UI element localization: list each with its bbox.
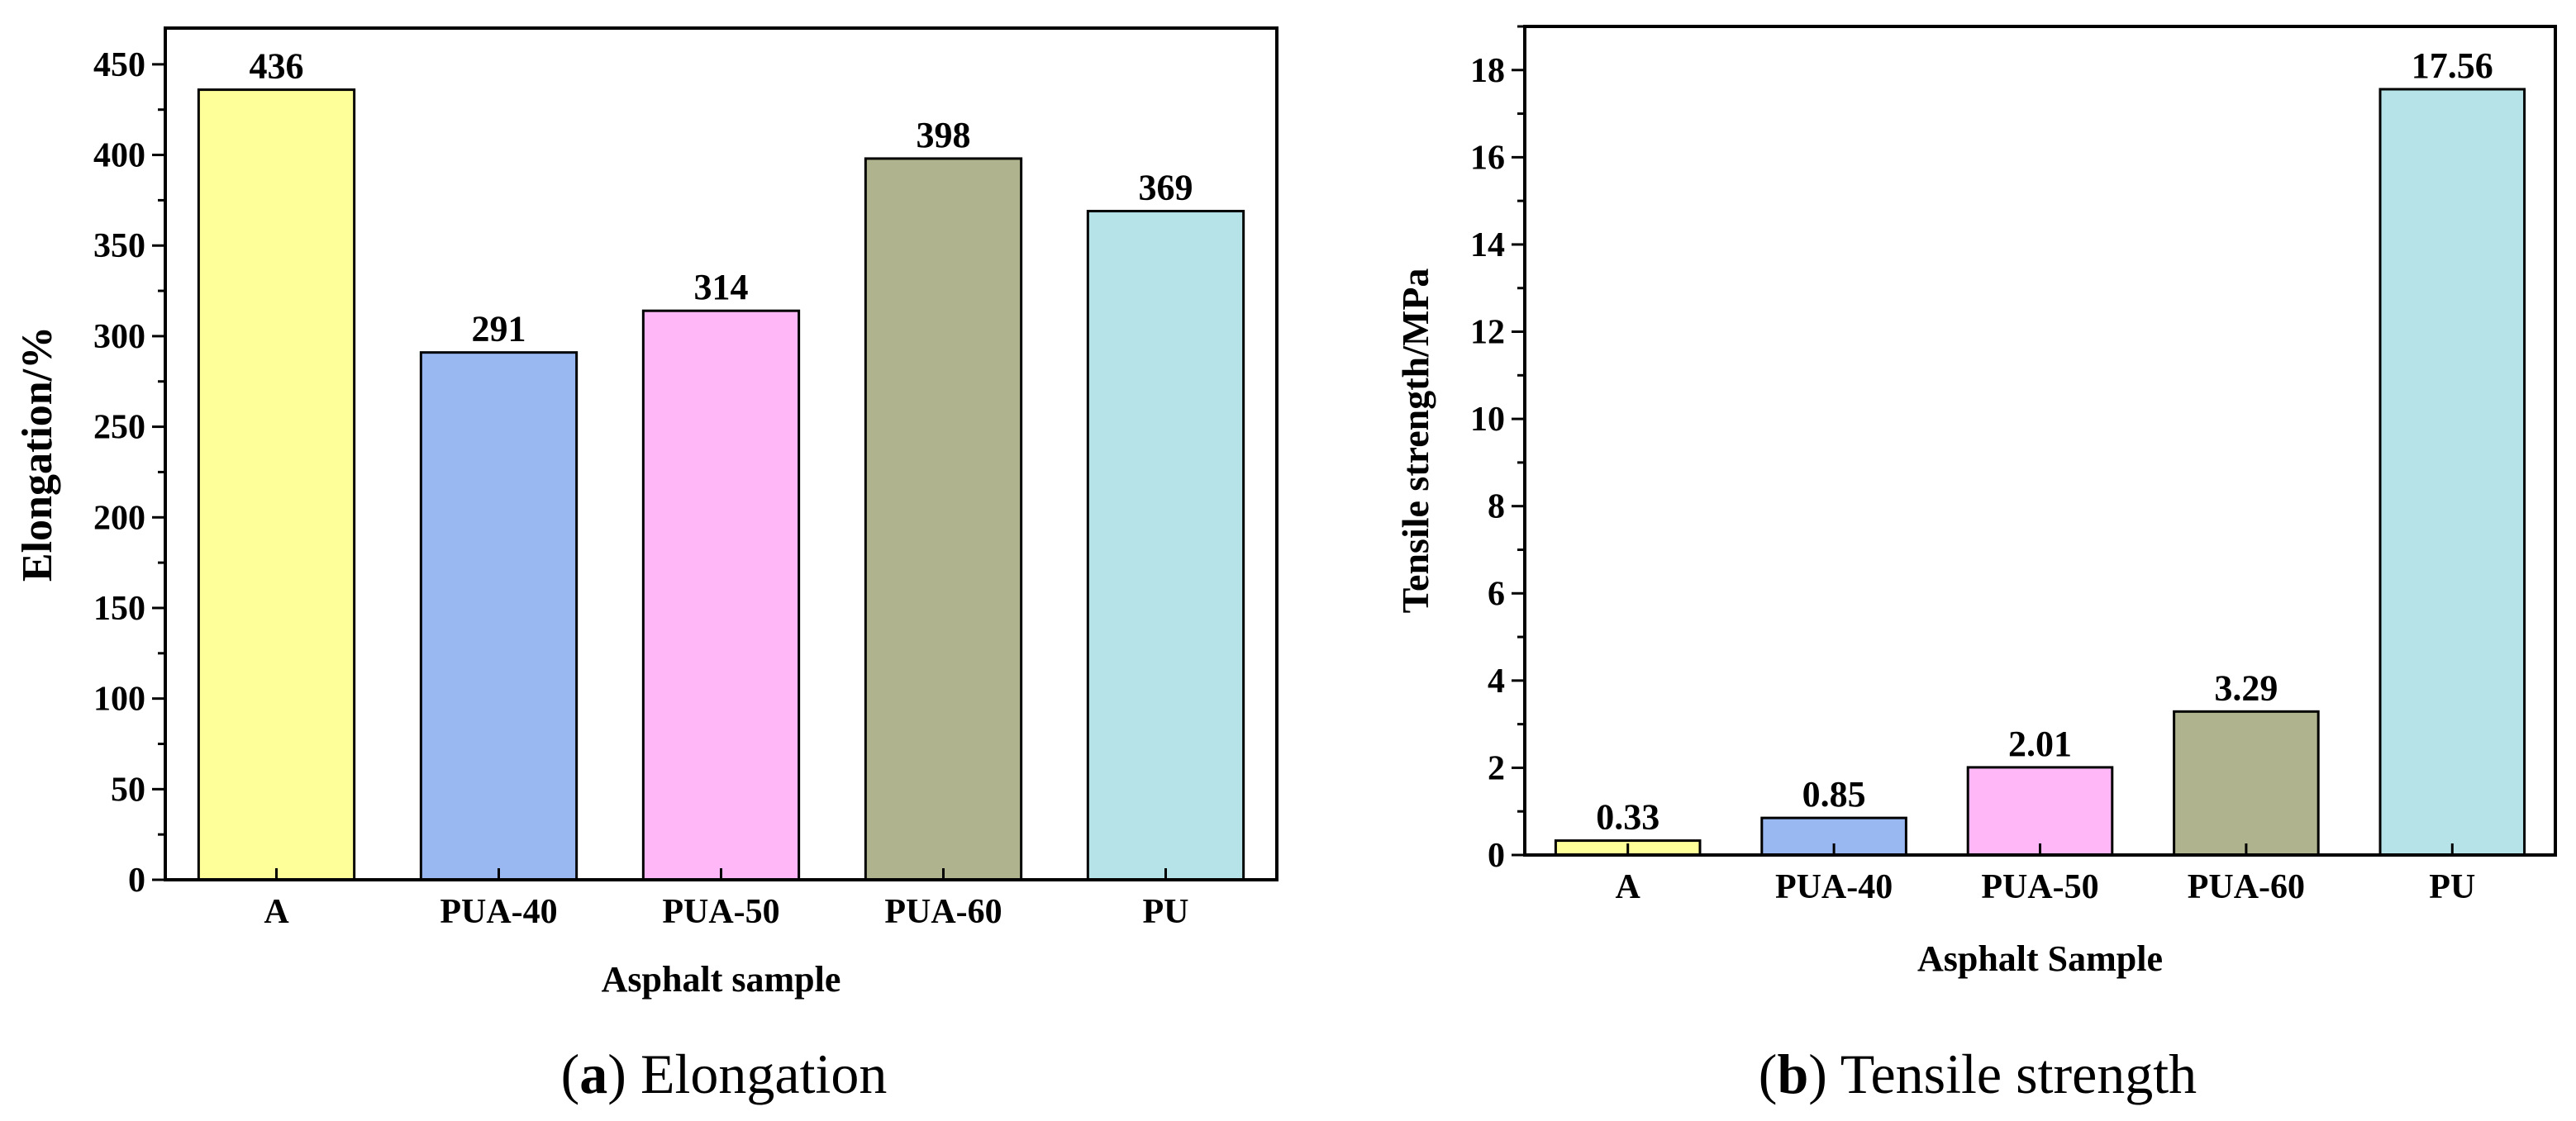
chart-b-x-tick-label: PUA-50 bbox=[1981, 868, 2098, 906]
chart-b-y-tick-label: 4 bbox=[1488, 663, 1505, 701]
chart-a-x-tick-label: A bbox=[264, 893, 289, 931]
chart-a-value-label: 436 bbox=[250, 46, 304, 87]
chart-b-x-tick-label: PU bbox=[2429, 868, 2475, 906]
chart-a-elongation: 436 A 291 PUA-40 314 PUA-50 398 PUA-60 369 PU 0 50 1… bbox=[14, 26, 1278, 1000]
chart-a-y-tick-label: 200 bbox=[93, 499, 145, 537]
chart-b-x-axis-label: Asphalt Sample bbox=[1917, 938, 2163, 979]
chart-b-value-label: 0.33 bbox=[1596, 797, 1659, 838]
chart-a-y-tick-label: 450 bbox=[93, 46, 145, 84]
chart-b-value-label: 0.85 bbox=[1802, 774, 1866, 815]
chart-b-tensile-strength: 0.33 A 0.85 PUA-40 2.01 PUA-50 3.29 PUA-60 17.56… bbox=[1394, 25, 2557, 979]
chart-b-y-tick-label: 8 bbox=[1488, 488, 1505, 526]
chart-a-y-tick-label: 100 bbox=[93, 681, 145, 719]
chart-b-y-tick-label: 2 bbox=[1488, 749, 1505, 787]
chart-a-bar-a bbox=[197, 88, 356, 881]
chart-a-y-axis-label: Elongation/% bbox=[14, 326, 61, 582]
chart-a-y-tick-label: 400 bbox=[93, 137, 145, 175]
chart-b-y-tick-label: 6 bbox=[1488, 575, 1505, 613]
chart-a-bar-pua-50 bbox=[641, 309, 801, 881]
chart-b-y-axis-label: Tensile strength/MPa bbox=[1394, 268, 1436, 614]
chart-a-y-tick-label: 350 bbox=[93, 227, 145, 265]
chart-a-y-tick-label: 250 bbox=[93, 409, 145, 447]
caption-b-title: Tensile strength bbox=[1840, 1043, 2197, 1105]
chart-a-value-label: 291 bbox=[472, 309, 526, 349]
caption-a-title: Elongation bbox=[640, 1043, 887, 1105]
chart-b-y-tick-label: 16 bbox=[1470, 139, 1505, 177]
chart-a-x-tick-label: PUA-60 bbox=[884, 893, 1002, 931]
chart-a-bar-pua-40 bbox=[419, 351, 579, 881]
chart-a-x-tick-label: PUA-50 bbox=[662, 893, 779, 931]
chart-a-bar-pua-60 bbox=[864, 157, 1023, 881]
chart-b-value-label: 17.56 bbox=[2412, 45, 2493, 86]
chart-b-y-tick-label: 0 bbox=[1488, 837, 1505, 875]
chart-b-x-tick-label: PUA-60 bbox=[2188, 868, 2305, 906]
caption-b-letter: b bbox=[1777, 1043, 1808, 1105]
chart-b-bar-pua-50 bbox=[1966, 766, 2114, 857]
chart-b-y-tick-label: 12 bbox=[1470, 314, 1505, 352]
chart-b-x-tick-label: PUA-40 bbox=[1775, 868, 1893, 906]
caption-a: (a) Elongation bbox=[561, 1043, 888, 1105]
chart-a-plot-frame bbox=[164, 26, 1278, 881]
chart-a-value-label: 369 bbox=[1139, 168, 1193, 208]
chart-b-y-tick-label: 10 bbox=[1470, 401, 1505, 439]
chart-a-y-tick-label: 50 bbox=[111, 771, 145, 809]
chart-a-y-tick-label: 0 bbox=[128, 862, 145, 900]
chart-b-bar-pu bbox=[2378, 88, 2526, 857]
chart-b-x-tick-label: A bbox=[1616, 868, 1641, 906]
chart-b-plot-frame bbox=[1523, 25, 2557, 857]
chart-b-value-label: 3.29 bbox=[2214, 667, 2278, 708]
caption-b: (b) Tensile strength bbox=[1759, 1043, 2197, 1105]
chart-a-value-label: 314 bbox=[694, 267, 749, 307]
chart-b-bar-pua-60 bbox=[2173, 710, 2320, 857]
chart-a-y-tick-label: 300 bbox=[93, 318, 145, 356]
chart-a-x-tick-label: PUA-40 bbox=[440, 893, 557, 931]
chart-a-x-axis-label: Asphalt sample bbox=[602, 959, 841, 1000]
chart-a-bar-pu bbox=[1086, 210, 1245, 881]
chart-a-x-tick-label: PU bbox=[1143, 893, 1189, 931]
chart-b-y-tick-label: 14 bbox=[1470, 226, 1505, 264]
chart-b-y-tick-label: 18 bbox=[1470, 52, 1505, 90]
caption-a-letter: a bbox=[579, 1043, 607, 1105]
chart-a-value-label: 398 bbox=[917, 115, 971, 155]
chart-a-y-tick-label: 150 bbox=[93, 590, 145, 628]
chart-b-value-label: 2.01 bbox=[2008, 724, 2072, 764]
